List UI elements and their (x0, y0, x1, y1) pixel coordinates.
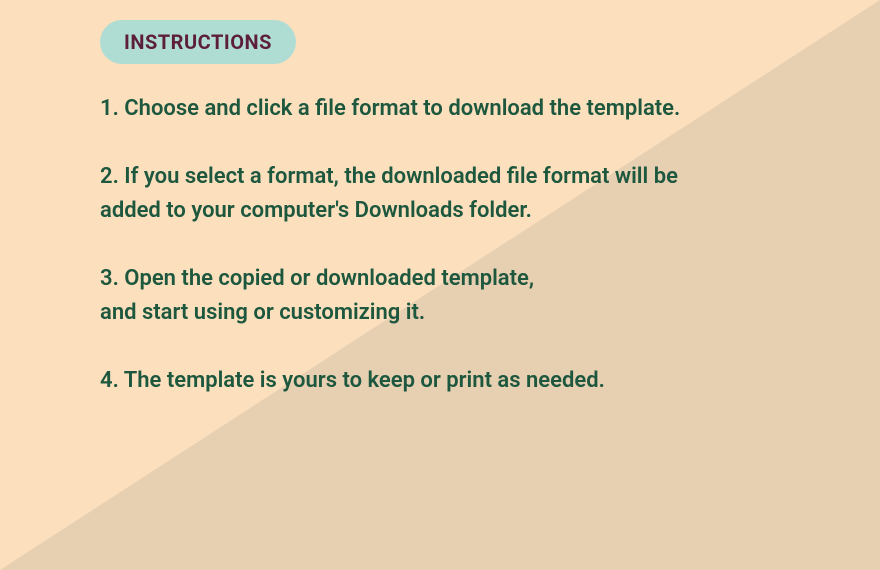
step-line-2: added to your computer's Downloads folde… (100, 194, 780, 228)
instructions-badge: INSTRUCTIONS (100, 20, 296, 64)
step-line-2: and start using or customizing it. (100, 296, 780, 330)
step-item: 4. The template is yours to keep or prin… (100, 364, 780, 398)
step-item: 1. Choose and click a file format to dow… (100, 92, 780, 126)
step-item: 2. If you select a format, the downloade… (100, 160, 780, 228)
step-item: 3. Open the copied or downloaded templat… (100, 262, 780, 330)
content-area: INSTRUCTIONS 1. Choose and click a file … (0, 0, 880, 399)
step-line-1: 3. Open the copied or downloaded templat… (100, 266, 534, 291)
step-line-1: 2. If you select a format, the downloade… (100, 164, 678, 189)
step-line-1: 4. The template is yours to keep or prin… (100, 368, 605, 393)
steps-list: 1. Choose and click a file format to dow… (100, 92, 780, 399)
step-line-1: 1. Choose and click a file format to dow… (100, 96, 680, 121)
